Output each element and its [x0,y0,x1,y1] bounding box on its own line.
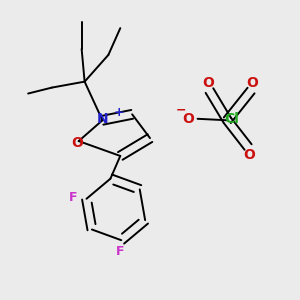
Text: N: N [97,112,108,126]
Text: Cl: Cl [224,112,239,126]
Text: O: O [71,136,83,150]
Text: O: O [247,76,259,90]
Text: O: O [202,76,214,90]
Text: F: F [69,191,77,204]
Text: O: O [244,148,256,162]
Text: O: O [183,112,195,126]
Text: +: + [113,106,124,119]
Text: F: F [116,245,124,258]
Text: −: − [176,104,187,117]
